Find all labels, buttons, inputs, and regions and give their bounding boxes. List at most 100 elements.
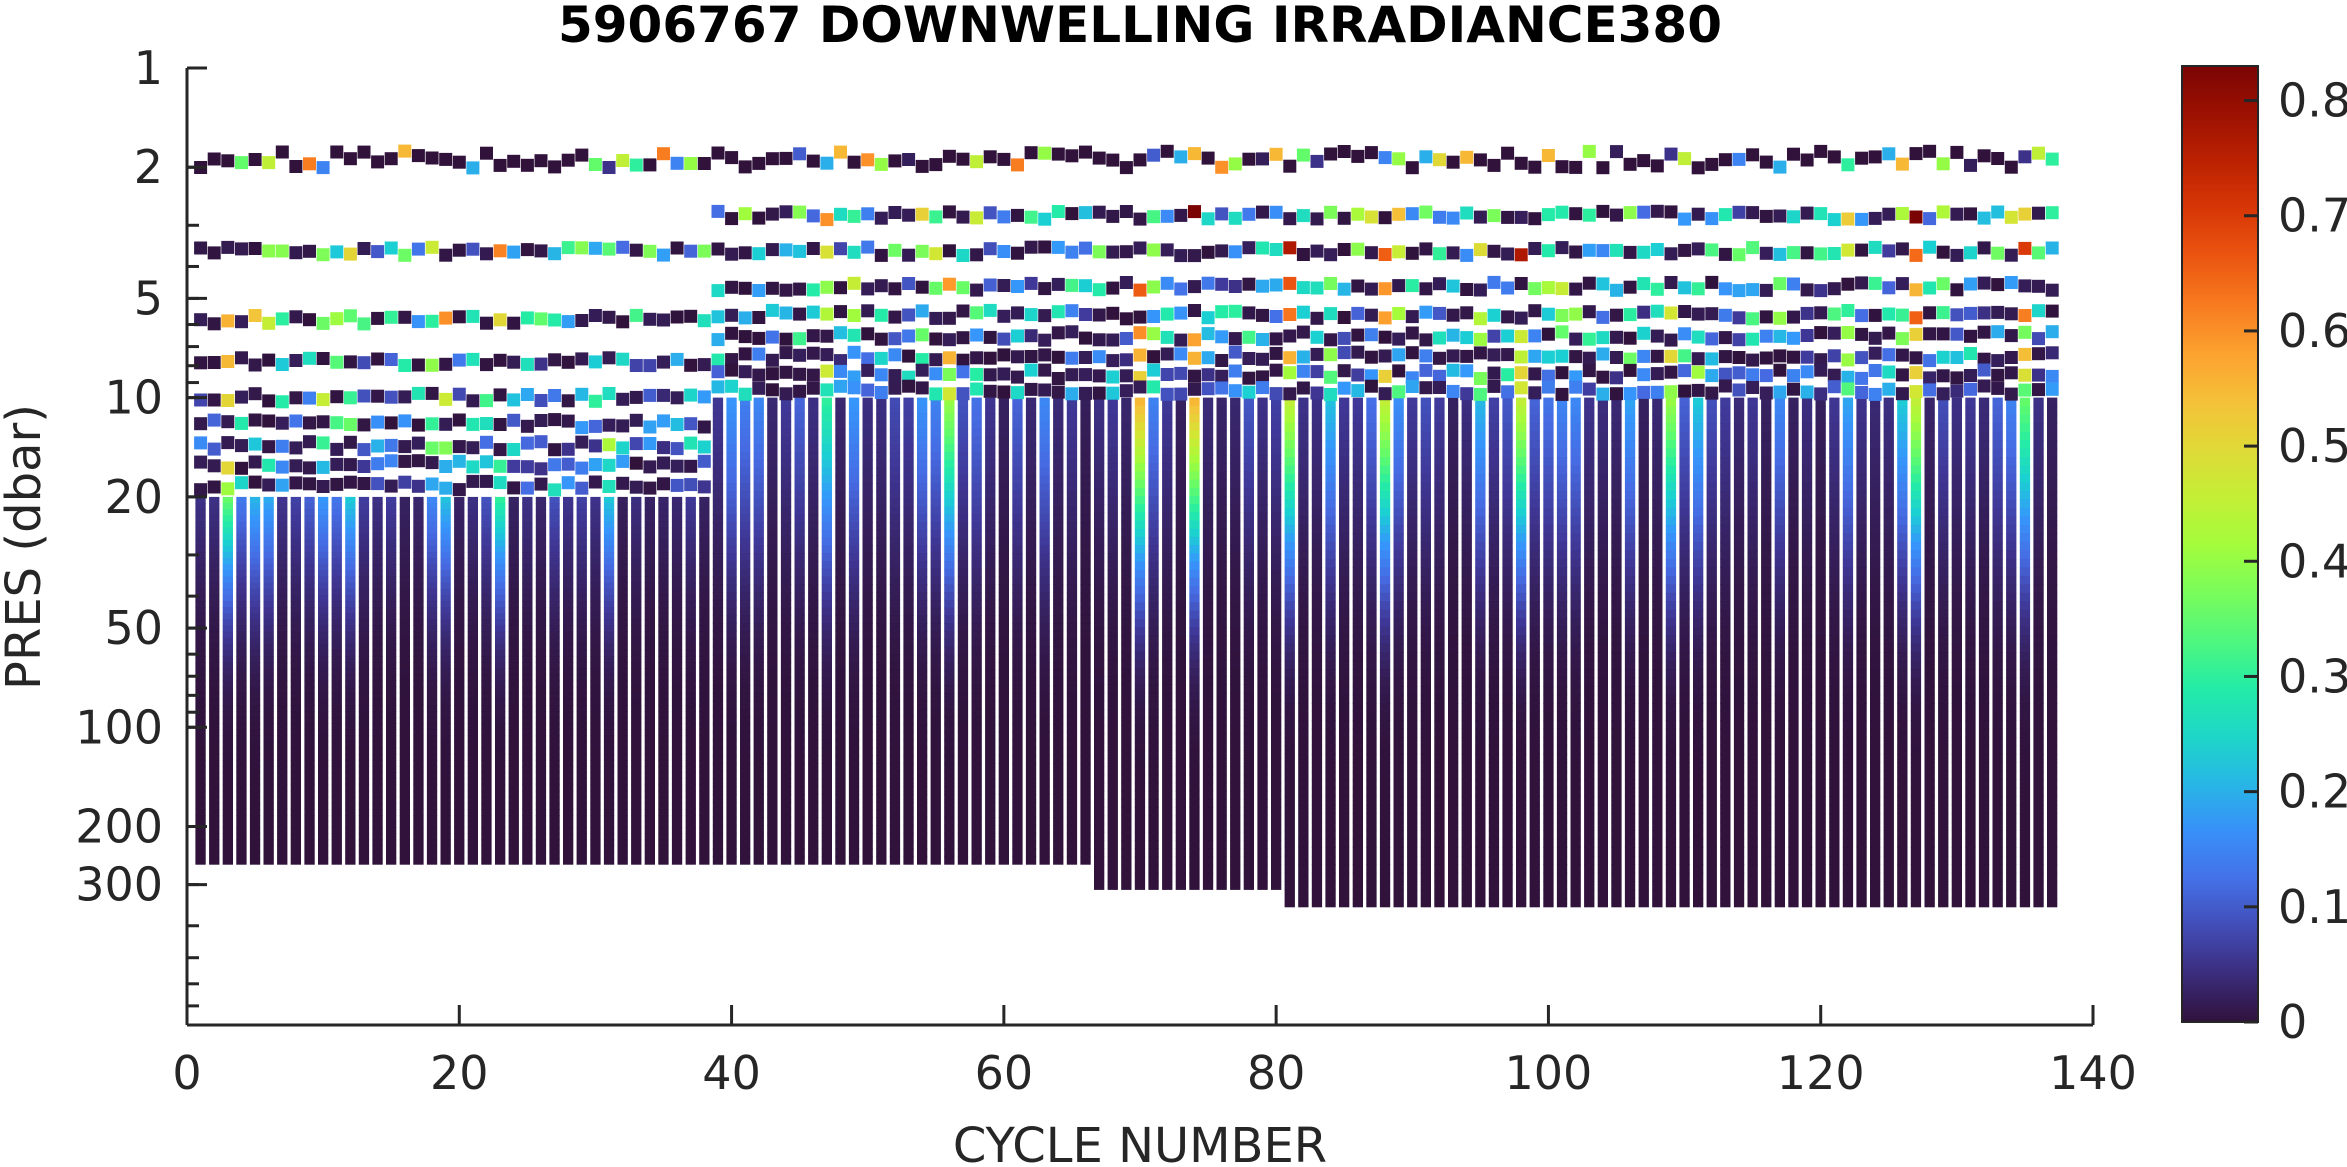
- profile-cell: [712, 630, 724, 640]
- profile-cell: [767, 848, 778, 857]
- profile-cell: [644, 680, 655, 688]
- profile-cell: [726, 444, 737, 453]
- profile-cell: [345, 600, 356, 608]
- profile-cell: [209, 705, 220, 712]
- sample-point: [684, 436, 698, 450]
- profile-cell: [1107, 815, 1118, 825]
- profile-cell: [671, 796, 683, 804]
- profile-cell: [1148, 717, 1159, 726]
- profile-cell: [413, 503, 424, 510]
- profile-cell: [508, 625, 519, 633]
- profile-cell: [808, 646, 819, 655]
- profile-cell: [1121, 618, 1132, 628]
- surface-point: [874, 157, 888, 171]
- sample-point: [1106, 354, 1120, 368]
- profile-cell: [835, 763, 846, 772]
- sample-point: [520, 357, 534, 371]
- profile-cell: [1134, 438, 1146, 448]
- profile-cell: [1121, 799, 1132, 808]
- sample-point: [997, 279, 1011, 292]
- profile-cell: [535, 515, 547, 522]
- profile-cell: [753, 708, 764, 717]
- profile-cell: [495, 625, 506, 633]
- profile-cell: [535, 625, 547, 633]
- profile-cell: [862, 405, 873, 414]
- profile-cell: [277, 821, 288, 828]
- profile-cell: [631, 533, 642, 541]
- profile-cell: [399, 851, 410, 859]
- profile-cell: [1107, 405, 1118, 415]
- profile-cell: [767, 825, 778, 834]
- profile-cell: [318, 588, 329, 596]
- profile-cell: [740, 615, 751, 624]
- sample-point: [888, 381, 902, 395]
- profile-cell: [699, 564, 710, 571]
- profile-cell: [930, 654, 941, 663]
- profile-cell: [740, 654, 751, 663]
- profile-cell: [685, 778, 696, 786]
- profile-cell: [358, 509, 370, 516]
- profile-cell: [263, 552, 274, 559]
- profile-cell: [563, 521, 574, 529]
- profile-cell: [944, 584, 955, 593]
- profile-cell: [671, 766, 683, 773]
- profile-cell: [644, 747, 655, 755]
- profile-cell: [862, 801, 873, 811]
- profile-cell: [740, 669, 751, 679]
- profile-cell: [794, 537, 805, 546]
- profile-cell: [1025, 662, 1037, 671]
- sample-point: [697, 244, 711, 258]
- profile-cell: [277, 692, 288, 700]
- surface-point: [452, 155, 466, 169]
- profile-cell: [1066, 599, 1078, 609]
- profile-cell: [481, 796, 492, 804]
- profile-cell: [889, 638, 901, 647]
- profile-cell: [1080, 669, 1091, 679]
- profile-cell: [740, 452, 751, 461]
- profile-cell: [617, 558, 628, 565]
- profile-cell: [263, 821, 274, 828]
- profile-cell: [290, 717, 301, 724]
- sample-point: [452, 413, 466, 427]
- profile-cell: [209, 558, 220, 565]
- profile-cell: [1080, 545, 1091, 554]
- profile-cell: [671, 503, 683, 510]
- profile-cell: [944, 553, 955, 562]
- profile-cell: [903, 599, 914, 609]
- profile-cell: [508, 784, 519, 792]
- profile-cell: [971, 576, 982, 585]
- profile-cell: [753, 537, 764, 546]
- profile-cell: [848, 716, 860, 725]
- profile-cell: [917, 444, 928, 453]
- profile-cell: [331, 760, 342, 767]
- sample-point: [657, 441, 670, 455]
- profile-cell: [318, 784, 329, 792]
- profile-cell: [1012, 584, 1023, 593]
- profile-cell: [590, 753, 601, 761]
- profile-cell: [590, 729, 601, 737]
- sample-point: [806, 368, 820, 382]
- profile-cell: [331, 600, 342, 608]
- profile-cell: [263, 509, 274, 516]
- profile-cell: [930, 817, 941, 826]
- profile-cell: [862, 498, 873, 508]
- profile-cell: [222, 527, 233, 535]
- sample-point: [657, 456, 670, 470]
- profile-cell: [236, 692, 247, 700]
- profile-cell: [345, 503, 356, 510]
- profile-cell: [767, 490, 778, 500]
- profile-cell: [358, 815, 370, 822]
- profile-cell: [277, 784, 288, 792]
- profile-cell: [876, 716, 887, 725]
- profile-cell: [1134, 627, 1146, 636]
- profile-cell: [971, 490, 982, 500]
- sample-point: [888, 348, 902, 362]
- profile-cell: [249, 839, 261, 847]
- profile-cell: [780, 685, 792, 694]
- profile-cell: [658, 607, 669, 614]
- profile-cell: [712, 560, 724, 570]
- profile-cell: [249, 729, 261, 737]
- sample-point: [793, 282, 807, 296]
- profile-cell: [712, 428, 724, 438]
- profile-cell: [1066, 444, 1078, 453]
